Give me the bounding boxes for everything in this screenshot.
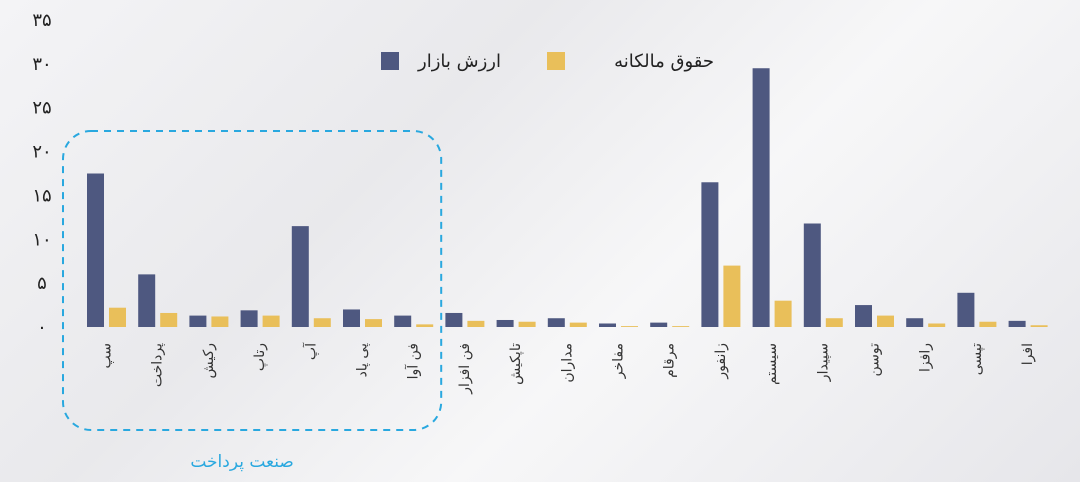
bar-market-value — [189, 315, 207, 327]
y-axis-ticks: ۳۵ ۳۰ ۲۵ ۲۰ ۱۵ ۱۰ ۵ ۰ — [32, 10, 51, 338]
bar-equity — [877, 315, 894, 327]
group-label: صنعت پرداخت — [190, 452, 293, 472]
bar-market-value — [87, 173, 104, 327]
category-label: رافزا — [918, 343, 934, 372]
y-tick-label: ۳۰ — [32, 54, 51, 75]
y-tick-label: ۰ — [37, 317, 47, 338]
bar-equity — [979, 321, 997, 327]
bar-equity — [365, 319, 382, 327]
y-tick-label: ۵ — [37, 273, 47, 294]
y-tick-label: ۱۰ — [32, 229, 51, 250]
y-tick-label: ۲۰ — [32, 142, 51, 163]
bar-market-value — [957, 292, 975, 327]
bar-equity — [672, 326, 690, 327]
bar-equity — [569, 322, 587, 327]
bar-equity — [621, 326, 638, 327]
category-label: مفاخر — [611, 343, 627, 379]
bar-equity — [723, 265, 741, 327]
bar-equity — [518, 321, 536, 327]
category-label: پرداخت — [150, 343, 166, 387]
bars — [87, 68, 1048, 327]
category-labels: سپ پرداخت رکیش رتاپ آپ پی پاد فن آوا فن افزار تا… — [99, 342, 1037, 395]
category-label: مداران — [559, 343, 575, 383]
category-label: آپ — [302, 342, 319, 360]
bar-market-value — [599, 323, 616, 327]
bar-market-value — [1008, 320, 1026, 327]
category-label: توسن — [867, 343, 883, 377]
category-label: پی پاد — [355, 343, 371, 378]
legend: ارزش بازار حقوق مالکانه — [381, 51, 714, 72]
bar-market-value — [547, 318, 565, 327]
bar-market-value — [803, 223, 821, 327]
category-label: مرقام — [662, 343, 678, 378]
category-label: رکیش — [201, 343, 217, 379]
bar-market-value — [445, 312, 463, 327]
bar-market-value — [906, 318, 924, 327]
bar-equity — [109, 307, 126, 327]
bar-equity — [467, 320, 485, 327]
group-box — [62, 130, 443, 431]
legend-label: ارزش بازار — [417, 51, 501, 72]
bar-market-value — [855, 305, 872, 327]
bar-market-value — [291, 226, 309, 327]
bar-market-value — [343, 309, 360, 327]
category-label: تاپکیش — [508, 343, 524, 385]
bar-market-value — [394, 315, 412, 327]
group-annotation: صنعت پرداخت — [62, 130, 443, 472]
category-label: سپ — [99, 343, 115, 368]
bar-equity — [211, 316, 229, 327]
bar-market-value — [701, 182, 719, 327]
category-label: رتاپ — [252, 343, 268, 371]
category-label: سیستم — [764, 343, 780, 385]
category-label: تپسی — [969, 343, 985, 375]
bar-market-value — [240, 310, 258, 327]
bar-equity — [313, 318, 331, 327]
bar-equity — [416, 324, 434, 327]
category-label: فن افزار — [457, 343, 473, 395]
y-tick-label: ۳۵ — [32, 10, 51, 31]
bar-market-value — [650, 322, 668, 327]
legend-swatch — [547, 52, 565, 70]
category-label: افرا — [1020, 343, 1036, 365]
bar-market-value — [496, 319, 514, 327]
bar-equity — [1030, 325, 1048, 327]
category-label: سپیدار — [815, 343, 831, 382]
bar-equity — [774, 300, 792, 327]
bar-equity — [825, 318, 843, 327]
bar-equity — [928, 323, 946, 327]
bar-equity — [160, 312, 178, 327]
category-label: فن آوا — [405, 343, 422, 379]
legend-label: حقوق مالکانه — [614, 51, 714, 72]
category-label: زانفور — [713, 343, 729, 380]
bar-market-value — [752, 68, 770, 327]
y-tick-label: ۲۵ — [32, 98, 51, 119]
bar-market-value — [138, 274, 156, 327]
y-tick-label: ۱۵ — [32, 185, 51, 206]
legend-swatch — [381, 52, 399, 70]
bar-equity — [262, 315, 280, 327]
